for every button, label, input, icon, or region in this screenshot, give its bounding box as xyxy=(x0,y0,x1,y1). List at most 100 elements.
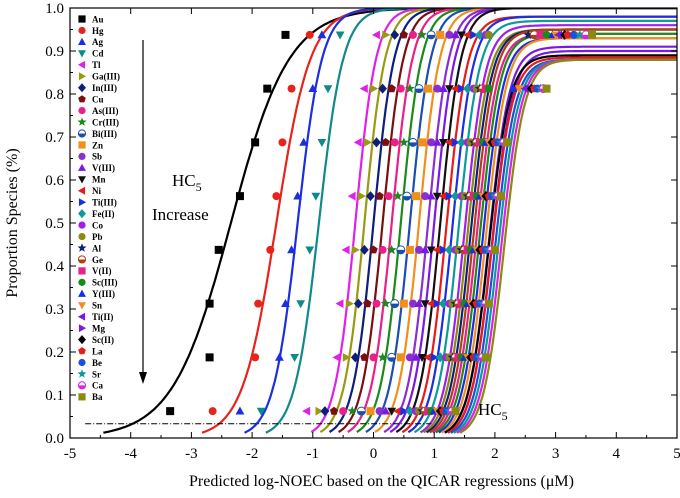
point-as-iii--5 xyxy=(390,138,399,147)
point-as-iii--7 xyxy=(408,30,417,39)
point-in-iii--5 xyxy=(372,137,381,148)
point-hg-3 xyxy=(266,245,275,254)
legend-marker-al xyxy=(77,243,87,252)
point-as-iii--4 xyxy=(384,192,393,201)
point-la-7 xyxy=(563,30,572,39)
legend-label-sr: Sr xyxy=(92,369,101,379)
point-ni-0 xyxy=(393,406,402,416)
point-ba-1 xyxy=(481,353,490,362)
legend-label-la: La xyxy=(92,346,103,356)
point-sb-5 xyxy=(427,138,436,147)
point-y-iii--6 xyxy=(508,84,518,93)
point-bi-iii--7 xyxy=(426,30,436,40)
x-tick-label-2: -3 xyxy=(185,446,198,462)
point-au-1 xyxy=(205,353,214,362)
annotation-layer: HC5 HC5 Increase xyxy=(85,40,508,425)
point-bi-iii--5 xyxy=(408,137,418,147)
point-ni-1 xyxy=(423,352,432,362)
point-tl-2 xyxy=(335,299,344,309)
y-tick-label-3: 0.3 xyxy=(45,302,64,318)
x-tick-label-10: 5 xyxy=(673,446,680,462)
point-mn-4 xyxy=(432,192,442,201)
point-v-iii--7 xyxy=(451,30,460,39)
legend-label-ag: Ag xyxy=(92,37,103,47)
curve-tl xyxy=(310,8,677,433)
legend-marker-zn xyxy=(78,141,86,149)
point-ti-iii--3 xyxy=(439,245,448,255)
point-in-iii--6 xyxy=(378,83,388,94)
legend-marker-la xyxy=(78,347,86,355)
y-tick-label-0: 0.0 xyxy=(45,431,64,447)
point-sb-6 xyxy=(433,84,442,93)
point-as-iii--3 xyxy=(378,245,387,254)
x-tick-label-0: -5 xyxy=(64,446,77,462)
point-ni-3 xyxy=(432,245,441,255)
legend-marker-mn xyxy=(78,176,86,184)
point-in-iii--2 xyxy=(353,298,363,309)
point-fe-ii--4 xyxy=(451,191,460,202)
point-as-iii--0 xyxy=(339,407,348,416)
y-axis-title: Proportion Species (%) xyxy=(4,148,21,297)
point-al-7 xyxy=(523,29,534,40)
legend-marker-ti-ii- xyxy=(77,312,86,321)
point-bi-iii--4 xyxy=(402,191,412,201)
x-tick-label-4: -1 xyxy=(307,446,320,462)
point-ga-iii--0 xyxy=(315,406,324,416)
point-ag-7 xyxy=(317,30,327,39)
y-tick-label-2: 0.2 xyxy=(45,345,64,361)
curve-sc-ii- xyxy=(444,54,677,434)
legend-label-ge: Ge xyxy=(92,255,103,265)
legend-label-cu: Cu xyxy=(92,94,104,104)
point-fe-ii--0 xyxy=(405,406,415,417)
point-ba-0 xyxy=(451,407,460,416)
legend-marker-pb xyxy=(78,232,86,241)
point-ti-iii--0 xyxy=(400,406,409,416)
point-tl-1 xyxy=(332,352,341,362)
point-au-5 xyxy=(251,138,260,147)
legend-label-zn: Zn xyxy=(92,140,103,150)
point-zn-1 xyxy=(396,353,405,362)
legend-label-ga-iii-: Ga(III) xyxy=(92,72,120,82)
point-as-iii--2 xyxy=(372,299,381,308)
legend-label-ti-ii-: Ti(II) xyxy=(92,312,113,322)
legend-label-pb: Pb xyxy=(92,232,103,242)
legend-marker-au xyxy=(78,15,86,23)
legend-marker-cu xyxy=(78,95,86,103)
legend-label-al: Al xyxy=(92,243,101,253)
legend-label-sn: Sn xyxy=(92,301,102,311)
point-ga-iii--4 xyxy=(357,191,366,201)
curve-bi-iii- xyxy=(365,8,677,433)
point-zn-6 xyxy=(424,84,433,93)
point-fe-ii--1 xyxy=(435,352,445,363)
y-tick-label-4: 0.4 xyxy=(45,259,64,275)
point-sb-7 xyxy=(445,30,454,39)
point-v-iii--5 xyxy=(432,137,442,146)
point-ga-iii--7 xyxy=(382,30,391,40)
legend-marker-sc-ii- xyxy=(78,335,86,345)
point-v-iii--4 xyxy=(426,191,436,200)
x-tick-label-3: -2 xyxy=(246,446,259,462)
point-ga-iii--6 xyxy=(370,84,379,94)
point-au-6 xyxy=(263,84,272,93)
curve-in-iii- xyxy=(328,8,677,433)
point-in-iii--7 xyxy=(390,29,400,40)
point-ni-4 xyxy=(438,191,447,201)
point-hg-7 xyxy=(305,30,314,39)
legend-marker-ni xyxy=(77,186,86,195)
point-v-iii--3 xyxy=(420,245,430,254)
point-cu-7 xyxy=(399,30,408,39)
legend-label-sc-ii-: Sc(II) xyxy=(92,335,114,345)
point-bi-iii--2 xyxy=(390,299,400,309)
legend-marker-y-iii- xyxy=(78,289,86,297)
axes-layer: -5 -4 -3 -2 -1 0 1 2 3 4 5 0.0 0.1 0.2 0.3 0.4 0.5 0.6 0.7… xyxy=(4,1,680,490)
point-hg-6 xyxy=(287,84,296,93)
point-ag-1 xyxy=(275,352,284,361)
y-tick-label-7: 0.7 xyxy=(45,130,64,146)
point-bi-iii--3 xyxy=(396,245,406,255)
point-cu-6 xyxy=(387,84,396,93)
point-zn-7 xyxy=(436,30,445,39)
point-as-iii--6 xyxy=(396,84,405,93)
point-ag-6 xyxy=(308,84,318,93)
point-au-4 xyxy=(235,192,244,201)
legend-label-bi-iii-: Bi(III) xyxy=(92,129,117,139)
